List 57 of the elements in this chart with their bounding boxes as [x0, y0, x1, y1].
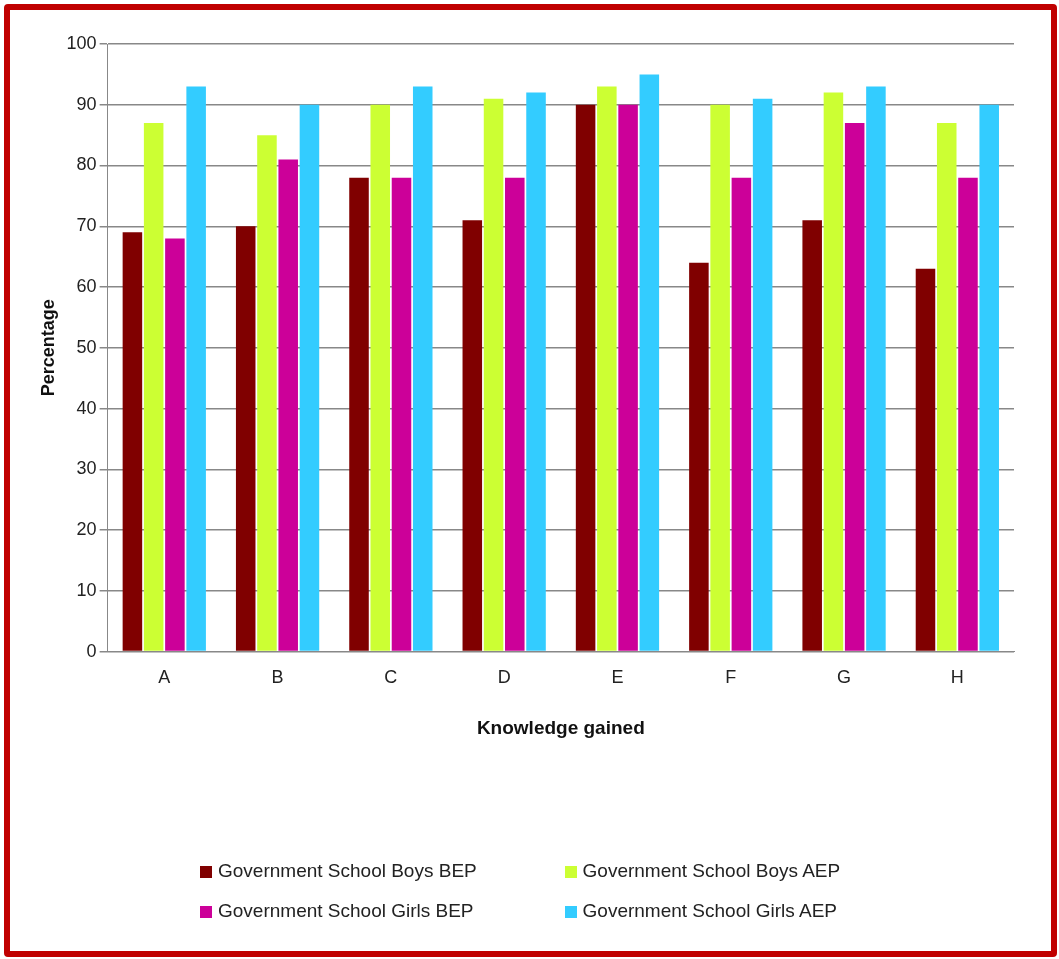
bar: [483, 98, 504, 651]
x-axis-title: Knowledge gained: [476, 716, 645, 738]
x-tick-label: A: [158, 667, 171, 688]
x-tick-label: B: [271, 667, 284, 688]
bar: [936, 122, 957, 651]
bar: [618, 104, 638, 651]
x-tick-label: H: [950, 667, 964, 688]
bar: [597, 86, 617, 651]
bar: [278, 159, 298, 651]
bar: [915, 268, 936, 651]
bar: [165, 238, 185, 651]
bar: [689, 262, 709, 651]
legend-label: Government School Boys AEP: [581, 860, 842, 882]
y-tick-label: 80: [76, 154, 97, 175]
y-tick-label: 30: [76, 458, 97, 479]
x-tick-label: E: [611, 667, 624, 688]
bar: [710, 104, 730, 651]
x-tick-label: F: [725, 667, 737, 688]
bar: [844, 122, 865, 651]
y-tick-label: 70: [76, 215, 97, 236]
x-tick-label: G: [837, 667, 852, 688]
y-tick-label: 50: [76, 336, 97, 357]
legend-label: Government School Girls BEP: [217, 900, 475, 922]
bar: [505, 177, 525, 651]
bar: [752, 98, 773, 651]
bar: [370, 104, 391, 651]
bar: [823, 92, 844, 651]
legend-label: Government School Boys BEP: [217, 860, 478, 882]
bar: [257, 135, 277, 651]
bar: [143, 122, 164, 651]
y-tick-label: 0: [86, 640, 97, 661]
bar: [299, 104, 320, 651]
bar: [462, 220, 483, 651]
bar: [186, 86, 206, 651]
y-axis-title: Percentage: [37, 299, 58, 397]
x-tick-label: C: [384, 667, 398, 688]
bar: [731, 177, 752, 651]
legend-label: Government School Girls AEP: [581, 900, 839, 922]
bar: [412, 86, 433, 651]
bar: [575, 104, 596, 651]
bar: [122, 232, 143, 651]
y-tick-label: 90: [76, 93, 97, 114]
bar: [349, 177, 369, 651]
bar: [639, 74, 660, 651]
y-tick-label: 60: [76, 276, 97, 297]
bar: [526, 92, 546, 651]
bar: [235, 226, 256, 651]
bar: [391, 177, 412, 651]
y-tick-label: 100: [66, 32, 97, 53]
y-tick-label: 10: [76, 579, 97, 600]
y-tick-label: 40: [76, 397, 97, 418]
bar: [802, 220, 822, 651]
y-tick-label: 20: [76, 519, 97, 540]
bar: [866, 86, 886, 651]
bar: [958, 177, 978, 651]
x-tick-label: D: [497, 667, 511, 688]
bar: [979, 104, 999, 651]
